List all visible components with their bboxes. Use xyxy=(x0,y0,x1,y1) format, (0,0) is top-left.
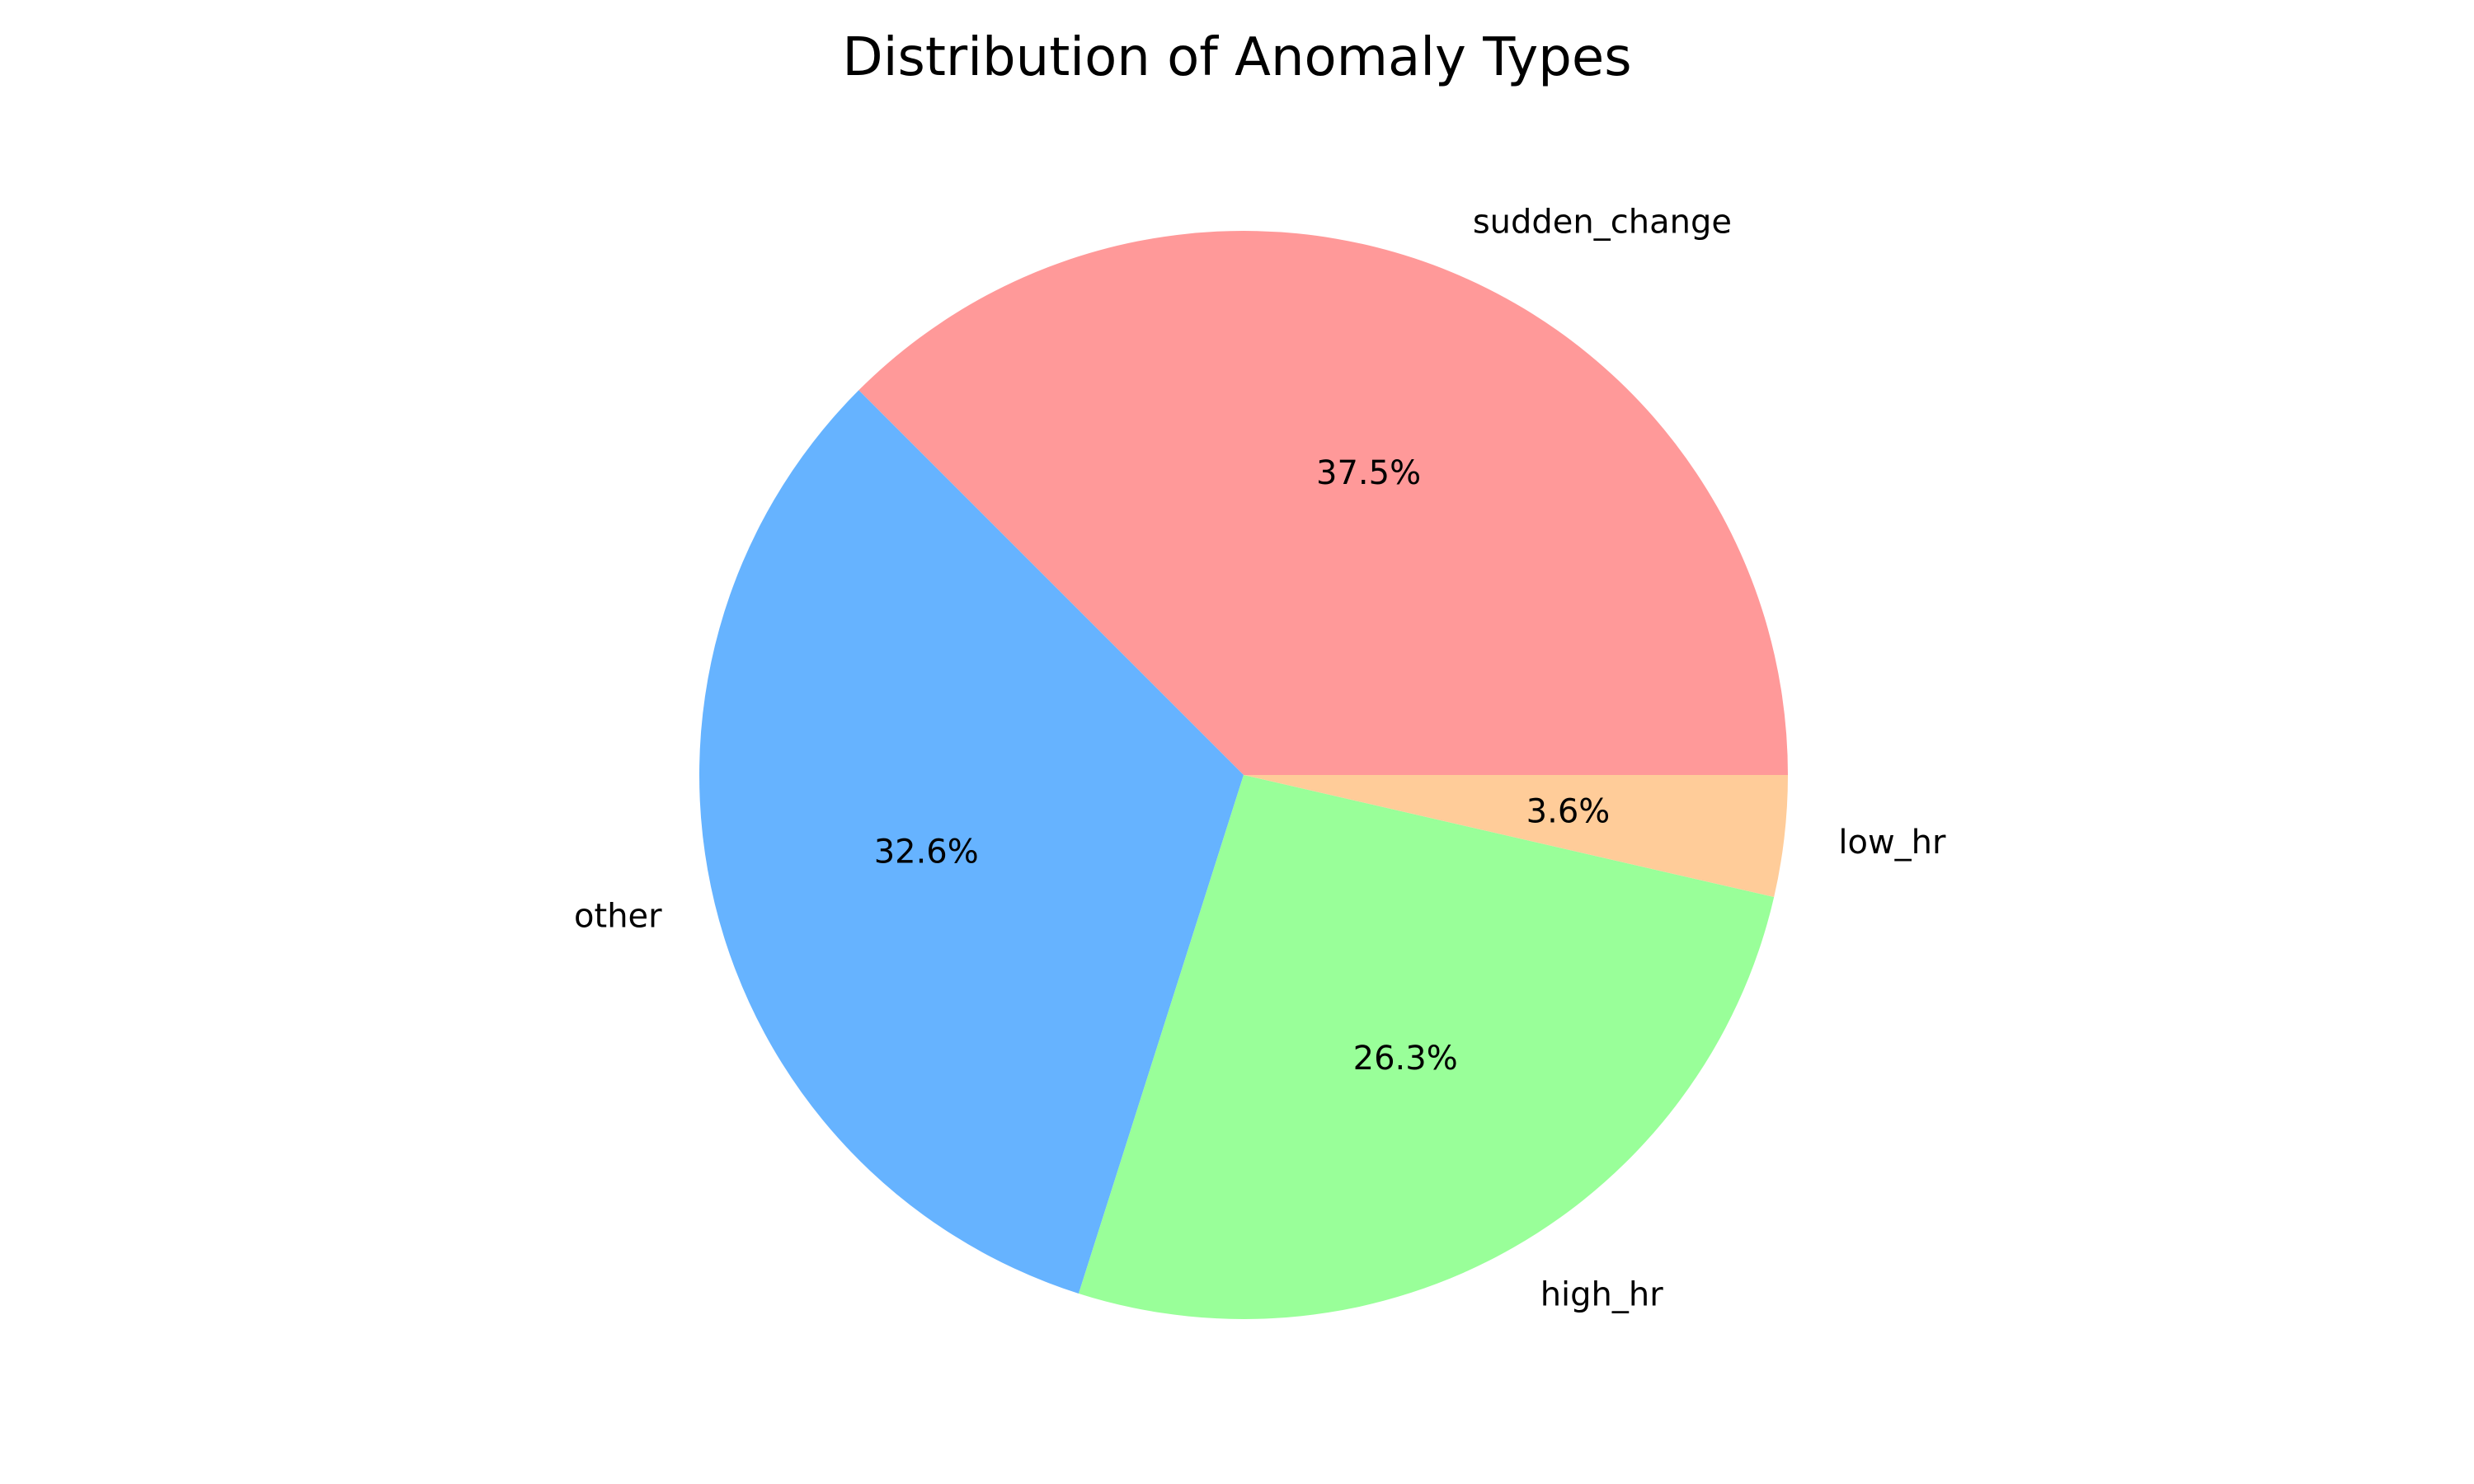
percent-label-sudden-change: 37.5% xyxy=(1316,454,1421,492)
percent-label-low-hr: 3.6% xyxy=(1526,793,1611,831)
pie-slices xyxy=(699,230,1789,1319)
pie-slice-other xyxy=(699,390,1244,1294)
slice-label-sudden-change: sudden_change xyxy=(1473,203,1732,241)
pie-slice-low-hr xyxy=(1244,775,1788,898)
pie-slice-high-hr xyxy=(1078,775,1775,1319)
pie-slice-sudden-change xyxy=(858,230,1789,775)
chart-title: Distribution of Anomaly Types xyxy=(842,27,1632,88)
percent-label-high-hr: 26.3% xyxy=(1353,1040,1458,1078)
slice-label-low-hr: low_hr xyxy=(1838,824,1946,862)
percent-label-other: 32.6% xyxy=(874,834,979,871)
slice-label-other: other xyxy=(574,898,662,936)
slice-label-high-hr: high_hr xyxy=(1540,1276,1664,1314)
pie-labels: sudden_change 37.5% other 32.6% high_hr 26.3%… xyxy=(574,203,1946,1313)
